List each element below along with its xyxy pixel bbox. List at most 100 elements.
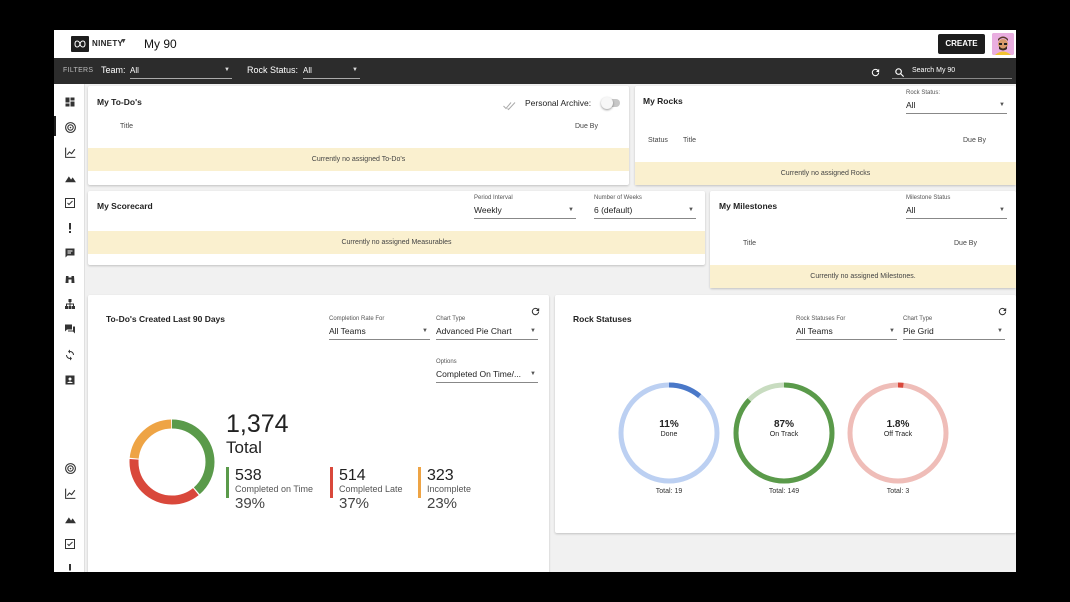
comment-icon[interactable] bbox=[62, 245, 78, 261]
rock-status-filter-value: All bbox=[303, 66, 312, 75]
team-filter-label: Team: bbox=[101, 65, 126, 75]
pie-percent: 1.8% bbox=[886, 419, 910, 430]
rock-statuses-title: Rock Statuses bbox=[573, 314, 632, 324]
filters-label: FILTERS bbox=[63, 67, 94, 74]
milestone-status-select[interactable]: All ▼ bbox=[906, 205, 1007, 219]
column-due-by[interactable]: Due By bbox=[954, 240, 977, 247]
pie-ring bbox=[847, 382, 949, 484]
contact-card-icon[interactable] bbox=[62, 372, 78, 388]
page-title: My 90 bbox=[144, 37, 177, 51]
chart-type-select[interactable]: Pie Grid ▼ bbox=[903, 326, 1005, 340]
app-window: NINETY ▼ My 90 CREATE FILTERS Team: All … bbox=[54, 30, 1016, 572]
line-chart-icon[interactable] bbox=[62, 485, 78, 501]
forum-icon[interactable] bbox=[62, 321, 78, 337]
rock-status-filter-label: Rock Status: bbox=[906, 90, 941, 96]
rock-status-select-value: All bbox=[906, 100, 916, 110]
stat-incomplete: 323 Incomplete 23% bbox=[418, 467, 471, 512]
options-value: Completed On Time/... bbox=[436, 369, 522, 379]
stat-percent: 39% bbox=[235, 495, 266, 512]
column-status[interactable]: Status bbox=[648, 137, 668, 144]
stat-label: Completed on Time bbox=[235, 484, 314, 494]
options-select[interactable]: Completed On Time/... ▼ bbox=[436, 369, 538, 383]
milestones-card: My Milestones Milestone Status All ▼ Tit… bbox=[710, 191, 1016, 288]
scorecard-card: My Scorecard Period Interval Weekly ▼ Nu… bbox=[88, 191, 705, 265]
period-interval-select[interactable]: Weekly ▼ bbox=[474, 205, 576, 219]
stat-percent: 23% bbox=[427, 495, 458, 512]
refresh-icon[interactable] bbox=[997, 304, 1008, 322]
org-chart-icon[interactable] bbox=[62, 296, 78, 312]
donut-slice-completed-on-time[interactable] bbox=[129, 419, 215, 505]
brand-name[interactable]: NINETY bbox=[92, 39, 124, 48]
column-due-by[interactable]: Due By bbox=[575, 123, 598, 130]
personal-archive-label: Personal Archive: bbox=[525, 98, 592, 108]
column-title[interactable]: Title bbox=[683, 137, 696, 144]
rocks-card: My Rocks Rock Status: All ▼ Status Title… bbox=[635, 86, 1016, 185]
chevron-down-icon: ▼ bbox=[224, 67, 230, 73]
chevron-down-icon: ▼ bbox=[889, 328, 895, 334]
pie-off-track: 1.8% Off Track bbox=[846, 381, 950, 485]
mountain-icon[interactable] bbox=[62, 511, 78, 527]
dashboard-icon[interactable] bbox=[62, 94, 78, 110]
rock-status-filter-select[interactable]: All ▼ bbox=[303, 64, 360, 79]
search-placeholder: Search My 90 bbox=[912, 67, 956, 74]
pie-value-arc[interactable] bbox=[733, 382, 835, 484]
search-input[interactable]: Search My 90 bbox=[892, 63, 1012, 79]
chevron-down-icon: ▼ bbox=[999, 102, 1005, 108]
column-title[interactable]: Title bbox=[120, 123, 133, 130]
line-chart-icon[interactable] bbox=[62, 144, 78, 160]
chart-type-value: Pie Grid bbox=[903, 326, 934, 336]
create-button[interactable]: CREATE bbox=[938, 34, 985, 54]
refresh-icon[interactable] bbox=[530, 304, 541, 322]
number-of-weeks-value: 6 (default) bbox=[594, 205, 633, 215]
search-icon bbox=[894, 65, 905, 83]
stat-completed-on-time: 538 Completed on Time 39% bbox=[226, 467, 313, 512]
pie-total: Total: 149 bbox=[768, 488, 800, 495]
chart-type-select[interactable]: Advanced Pie Chart ▼ bbox=[436, 326, 538, 340]
column-title[interactable]: Title bbox=[743, 240, 756, 247]
rock-statuses-for-label: Rock Statuses For bbox=[796, 316, 846, 322]
refresh-icon[interactable] bbox=[870, 65, 881, 83]
pie-total: Total: 19 bbox=[655, 488, 683, 495]
ninety-logo-icon[interactable] bbox=[71, 36, 89, 52]
active-indicator bbox=[54, 116, 56, 136]
options-label: Options bbox=[436, 359, 457, 365]
scorecard-title: My Scorecard bbox=[97, 201, 153, 211]
chart-type-label: Chart Type bbox=[903, 316, 933, 322]
completion-rate-select[interactable]: All Teams ▼ bbox=[329, 326, 430, 340]
pie-center: 87% On Track bbox=[732, 419, 836, 440]
double-check-icon[interactable] bbox=[503, 98, 516, 116]
stat-completed-late: 514 Completed Late 37% bbox=[330, 467, 403, 512]
donut-slice-completed-late[interactable] bbox=[129, 419, 215, 505]
target-icon[interactable] bbox=[62, 119, 78, 135]
checkbox-icon[interactable] bbox=[62, 536, 78, 552]
column-due-by[interactable]: Due By bbox=[963, 137, 986, 144]
pie-on-track: 87% On Track bbox=[732, 381, 836, 485]
rock-statuses-for-value: All Teams bbox=[796, 326, 833, 336]
target-icon[interactable] bbox=[62, 460, 78, 476]
pie-done: 11% Done bbox=[617, 381, 721, 485]
personal-archive-toggle[interactable] bbox=[601, 97, 620, 109]
checkbox-icon[interactable] bbox=[62, 195, 78, 211]
filter-bar: FILTERS Team: All ▼ Rock Status: All ▼ S… bbox=[54, 58, 1016, 84]
top-bar: NINETY ▼ My 90 CREATE bbox=[54, 30, 1016, 58]
issue-icon[interactable] bbox=[62, 220, 78, 236]
avatar[interactable] bbox=[992, 33, 1014, 55]
stat-color-bar bbox=[418, 467, 421, 498]
pie-value-arc[interactable] bbox=[618, 382, 720, 484]
binoculars-icon[interactable] bbox=[62, 271, 78, 287]
chevron-down-icon[interactable]: ▼ bbox=[120, 38, 127, 45]
pie-ring bbox=[618, 382, 720, 484]
pie-value-arc[interactable] bbox=[847, 382, 949, 484]
stat-color-bar bbox=[226, 467, 229, 498]
milestones-empty-message: Currently no assigned Milestones. bbox=[710, 265, 1016, 288]
number-of-weeks-select[interactable]: 6 (default) ▼ bbox=[594, 205, 696, 219]
rock-status-select[interactable]: All ▼ bbox=[906, 100, 1007, 114]
rock-statuses-for-select[interactable]: All Teams ▼ bbox=[796, 326, 897, 340]
chart-type-value: Advanced Pie Chart bbox=[436, 326, 512, 336]
mountain-icon[interactable] bbox=[62, 170, 78, 186]
issue-icon[interactable] bbox=[62, 561, 78, 572]
chevron-down-icon: ▼ bbox=[688, 207, 694, 213]
pie-name: Done bbox=[660, 431, 678, 438]
team-filter-select[interactable]: All ▼ bbox=[130, 64, 232, 79]
sync-icon[interactable] bbox=[62, 347, 78, 363]
